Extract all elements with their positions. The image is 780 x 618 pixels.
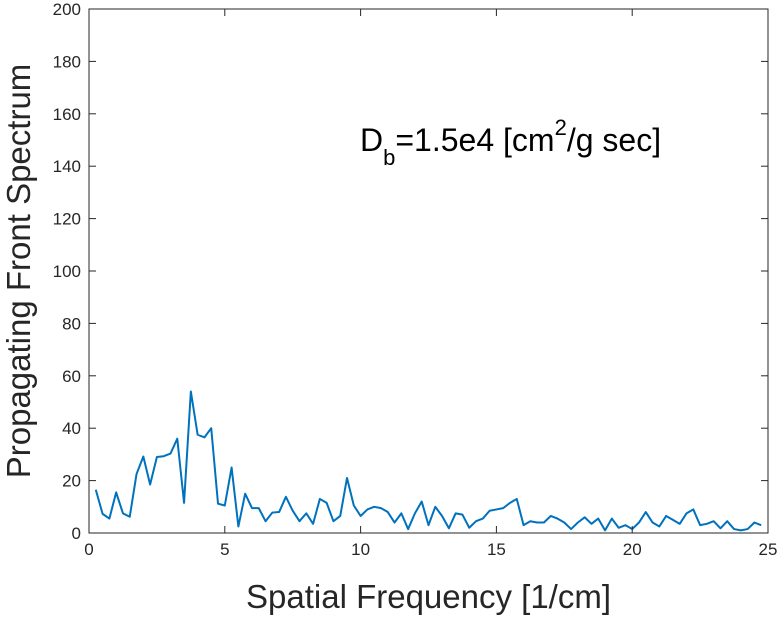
y-tick-label: 120 (53, 210, 81, 229)
plot-area (89, 9, 768, 533)
ticks: 0 5 10 15 20 25 0 20 40 60 80 100 120 140 160 180 200 (53, 0, 778, 559)
y-tick-label: 60 (62, 367, 81, 386)
y-tick-label: 40 (62, 419, 81, 438)
y-tick-label: 100 (53, 262, 81, 281)
y-tick-label: 140 (53, 157, 81, 176)
x-tick-label: 10 (351, 540, 370, 559)
plot-content (94, 390, 762, 532)
x-tick-label: 0 (84, 540, 93, 559)
y-tick-label: 160 (53, 105, 81, 124)
annotation-tail: /g sec] (567, 122, 661, 158)
y-tick-label: 0 (72, 524, 81, 543)
y-tick-label: 80 (62, 314, 81, 333)
y-tick-label: 180 (53, 52, 81, 71)
diffusion-annotation: Db=1.5e4 [cm2/g sec] (360, 115, 661, 170)
x-tick-label: 25 (759, 540, 778, 559)
x-tick-label: 15 (487, 540, 506, 559)
y-axis-label: Propagating Front Spectrum (0, 64, 37, 479)
annotation-base: D (360, 122, 383, 158)
x-axis-label: Spatial Frequency [1/cm] (246, 578, 611, 615)
y-tick-label: 20 (62, 472, 81, 491)
x-tick-label: 5 (220, 540, 229, 559)
x-tick-label: 20 (623, 540, 642, 559)
annotation-superscript: 2 (555, 115, 567, 140)
annotation-subscript: b (383, 145, 395, 170)
y-tick-label: 200 (53, 0, 81, 19)
annotation-middle: =1.5e4 [cm (395, 122, 554, 158)
